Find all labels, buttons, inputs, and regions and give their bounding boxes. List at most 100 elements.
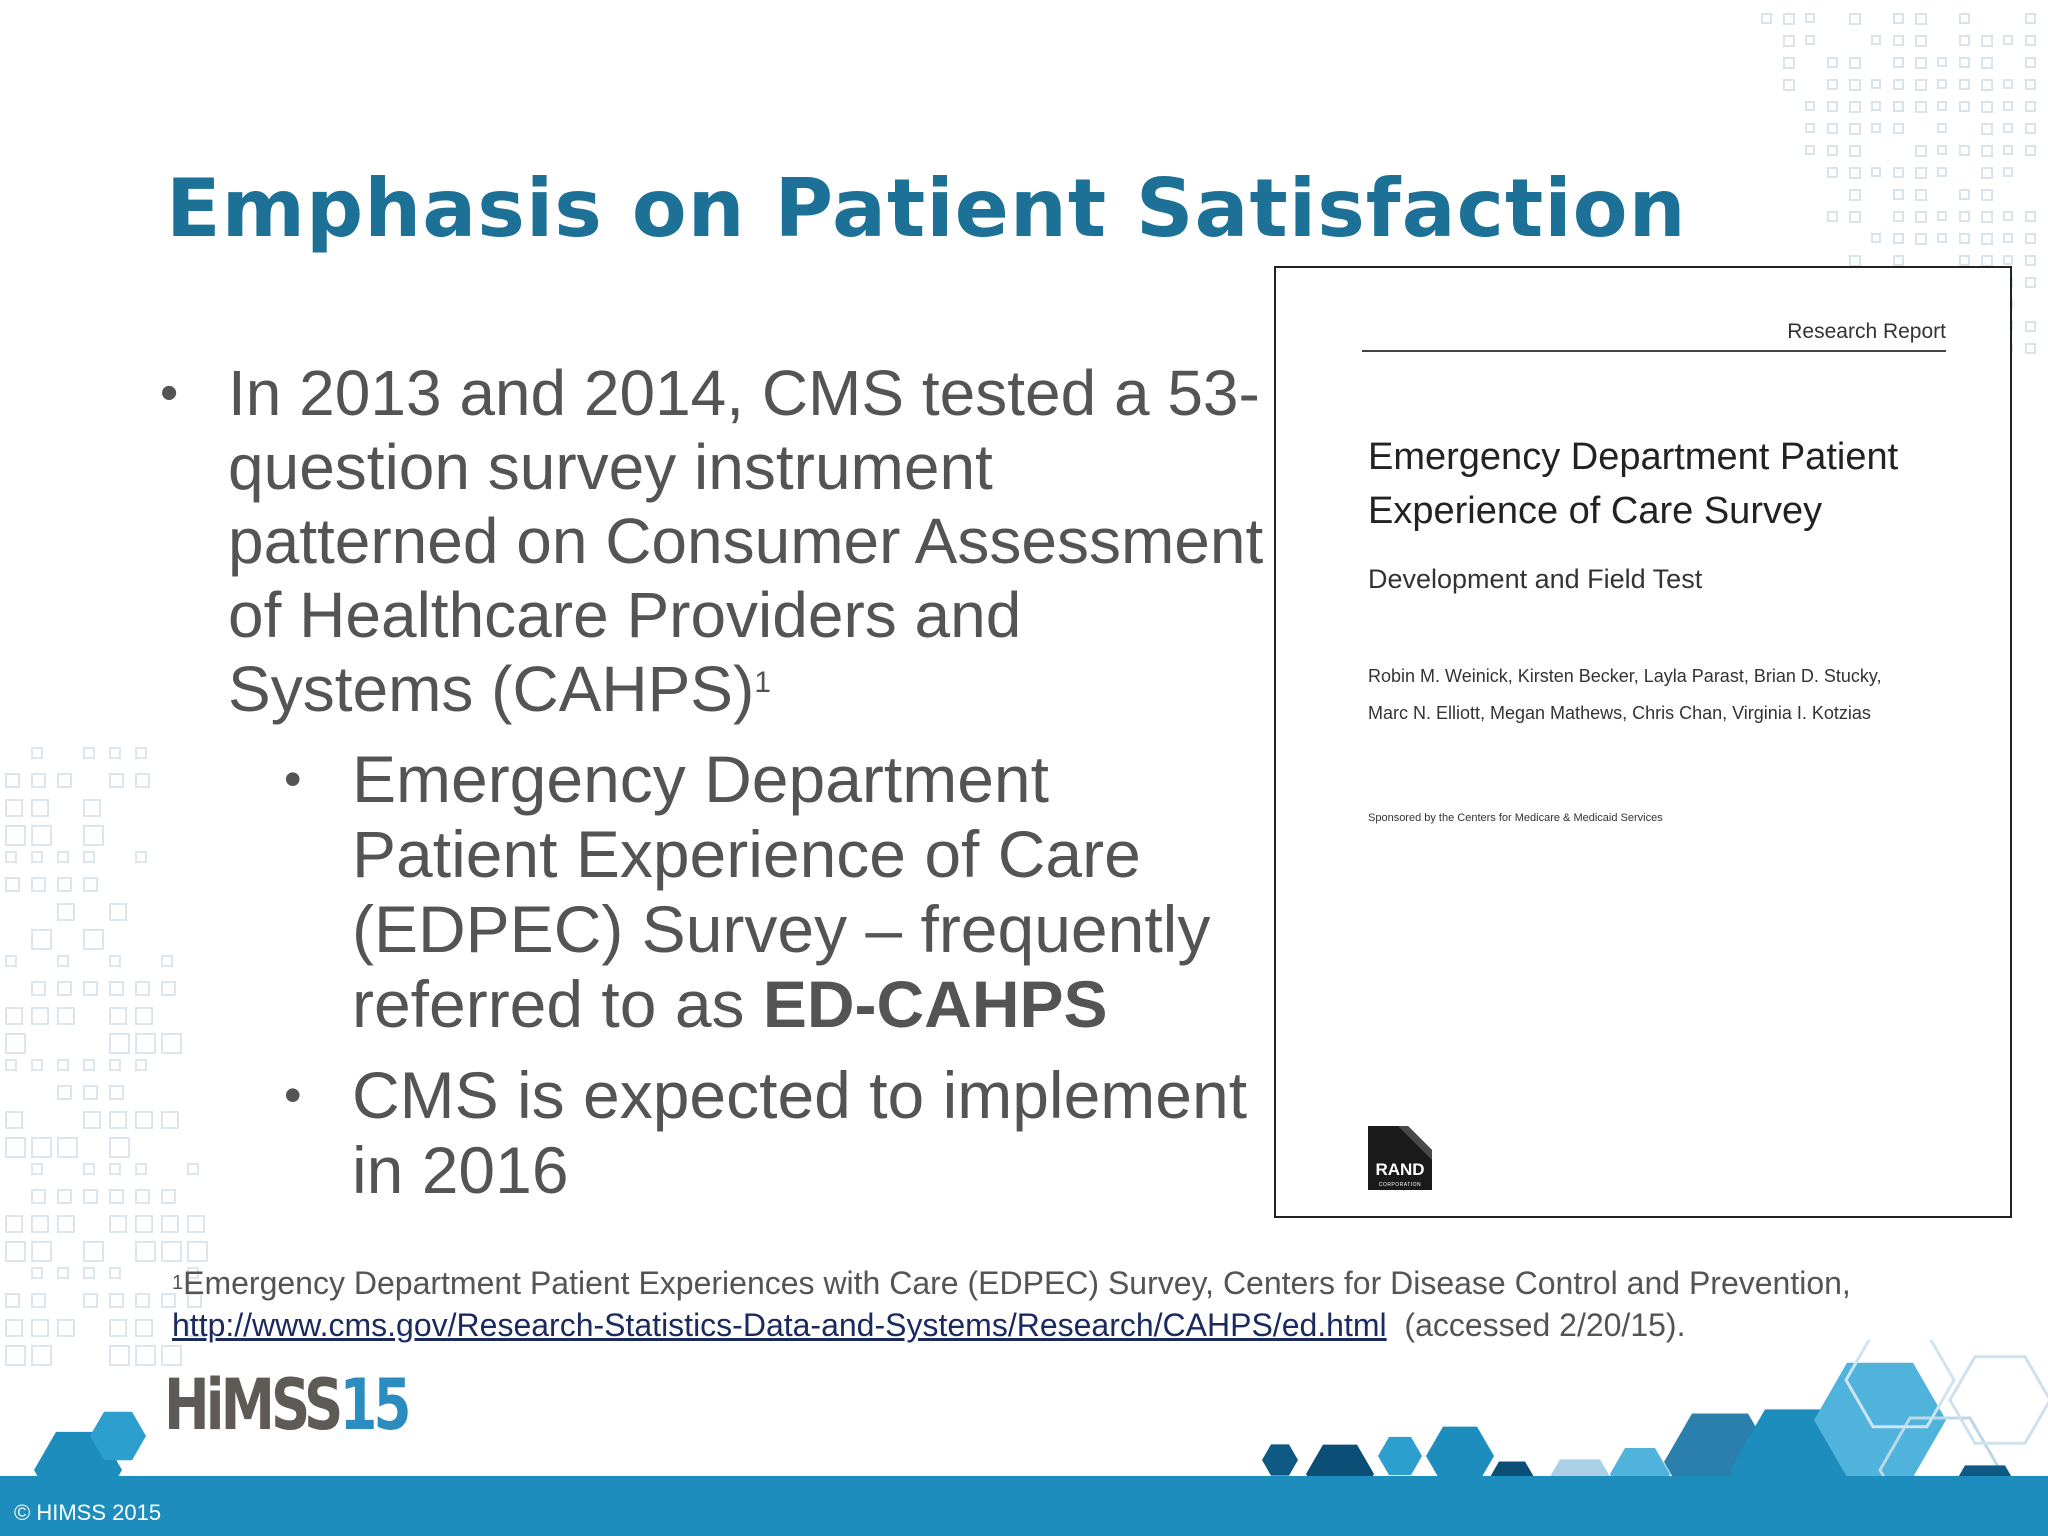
decorative-square <box>1806 124 1814 132</box>
decorative-square <box>1872 168 1880 176</box>
decorative-square <box>2004 256 2012 264</box>
decorative-square <box>110 774 123 787</box>
decorative-square <box>110 1190 123 1203</box>
decorative-square <box>2004 124 2012 132</box>
decorative-square <box>1916 36 1926 46</box>
bullet-item: • In 2013 and 2014, CMS tested a 53-ques… <box>160 356 1270 726</box>
decorative-square <box>1806 102 1814 110</box>
decorative-hexagon <box>1814 1363 1946 1477</box>
decorative-square <box>1960 146 1969 155</box>
decorative-square <box>2026 212 2035 221</box>
decorative-square <box>1850 124 1860 134</box>
copyright-text: © HIMSS 2015 <box>14 1500 161 1526</box>
decorative-square <box>1982 212 1992 222</box>
decorative-square <box>58 1320 74 1336</box>
decorative-square <box>32 1216 48 1232</box>
decorative-square <box>1916 212 1926 222</box>
decorative-square <box>2026 14 2035 23</box>
decorative-square <box>32 1320 48 1336</box>
sub-bullet-text: CMS is expected to implement in 2016 <box>352 1058 1247 1207</box>
himss15-logo: HiMSS15 <box>164 1364 476 1448</box>
report-title: Emergency Department Patient Experience … <box>1368 430 1968 538</box>
decorative-square <box>58 852 68 862</box>
decorative-square <box>1894 168 1903 177</box>
decorative-square <box>32 748 42 758</box>
decorative-square <box>2026 80 2035 89</box>
decorative-square <box>84 1164 94 1174</box>
decorative-square <box>1828 124 1837 133</box>
decorative-square <box>1894 256 1903 265</box>
decorative-square <box>84 982 97 995</box>
decorative-square <box>1894 190 1903 199</box>
sub-bullet-bold-text: ED-CAHPS <box>763 967 1108 1041</box>
decorative-square <box>136 1346 155 1365</box>
decorative-square <box>136 1008 152 1024</box>
decorative-square <box>136 982 149 995</box>
decorative-square <box>1938 212 1946 220</box>
decorative-square <box>6 956 16 966</box>
decorative-square <box>110 1112 126 1128</box>
decorative-square <box>6 1112 22 1128</box>
decorative-square <box>1850 190 1860 200</box>
decorative-square <box>162 1216 178 1232</box>
decorative-square <box>136 1242 155 1261</box>
decorative-square <box>110 904 126 920</box>
decorative-square <box>1894 234 1903 243</box>
decorative-square <box>1784 58 1794 68</box>
report-label: Research Report <box>1787 320 1946 344</box>
report-authors: Robin M. Weinick, Kirsten Becker, Layla … <box>1368 658 1968 732</box>
decorative-square <box>2026 146 2035 155</box>
decorative-square <box>110 1034 129 1053</box>
decorative-square <box>1982 36 1992 46</box>
decorative-square <box>1960 256 1969 265</box>
decorative-square <box>84 1086 97 1099</box>
decorative-square <box>110 1320 126 1336</box>
decorative-square <box>1894 58 1903 67</box>
decorative-square <box>1806 146 1814 154</box>
footnote-link[interactable]: http://www.cms.gov/Research-Statistics-D… <box>172 1307 1387 1343</box>
decorative-square <box>1828 58 1837 67</box>
decorative-square <box>84 1060 94 1070</box>
decorative-square <box>32 1138 51 1157</box>
footnote-marker: 1 <box>754 666 771 699</box>
report-sponsor: Sponsored by the Centers for Medicare & … <box>1368 812 1663 824</box>
decorative-square <box>84 852 94 862</box>
decorative-square <box>1938 58 1946 66</box>
report-header-rule <box>1362 350 1946 352</box>
bullet-glyph: • <box>160 356 178 430</box>
decorative-square <box>1850 168 1860 178</box>
decorative-square <box>2026 102 2035 111</box>
decorative-square <box>1872 80 1880 88</box>
decorative-square <box>1916 102 1926 112</box>
bullet-glyph: • <box>284 742 302 817</box>
decorative-square <box>136 1320 152 1336</box>
decorative-square <box>1960 58 1969 67</box>
decorative-square <box>110 1086 123 1099</box>
decorative-square <box>162 1242 181 1261</box>
decorative-square <box>136 1294 149 1307</box>
decorative-square <box>1894 14 1903 23</box>
decorative-square <box>1938 234 1946 242</box>
decorative-square <box>2026 256 2035 265</box>
decorative-square <box>1916 58 1926 68</box>
decorative-hexagon <box>1950 1357 2048 1444</box>
decorative-square <box>84 826 103 845</box>
decorative-square <box>2004 146 2012 154</box>
decorative-square <box>58 1216 74 1232</box>
decorative-square <box>2026 278 2035 287</box>
decorative-square <box>84 1294 97 1307</box>
decorative-square <box>58 1060 68 1070</box>
decorative-square <box>136 1190 149 1203</box>
report-authors-line: Robin M. Weinick, Kirsten Becker, Layla … <box>1368 658 1968 695</box>
decorative-square <box>1938 124 1946 132</box>
decorative-square <box>32 1346 51 1365</box>
decorative-square <box>2004 212 2012 220</box>
rand-logo-text: RAND <box>1368 1160 1432 1180</box>
decorative-square <box>32 826 51 845</box>
footnote-text: Emergency Department Patient Experiences… <box>183 1265 1851 1301</box>
decorative-square <box>1982 168 1992 178</box>
decorative-square <box>32 1060 42 1070</box>
decorative-square <box>136 1216 152 1232</box>
decorative-square <box>1872 36 1880 44</box>
decorative-square <box>6 1216 22 1232</box>
